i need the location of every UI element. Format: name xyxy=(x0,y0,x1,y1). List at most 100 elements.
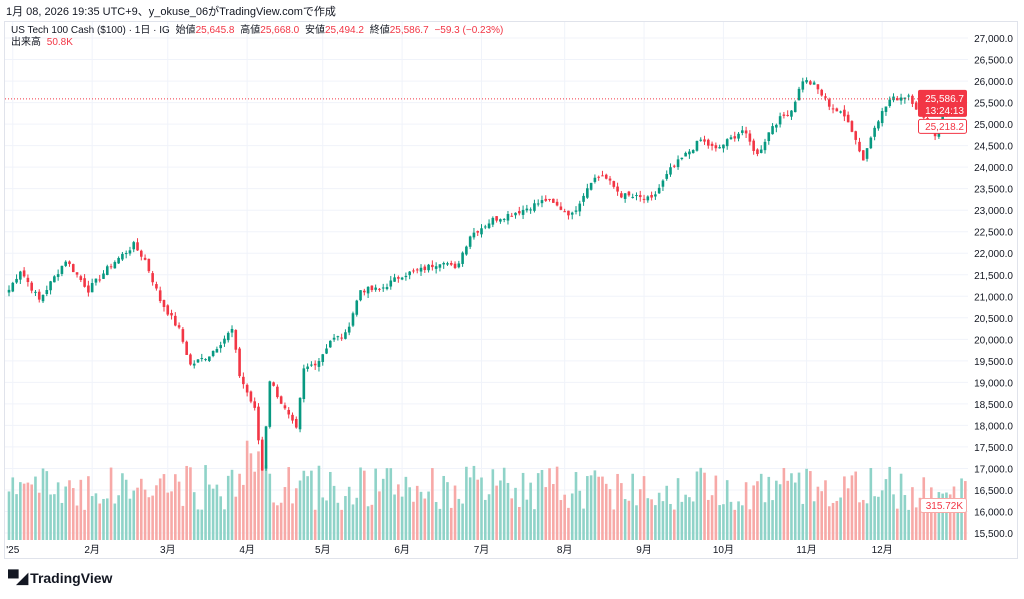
candle-body xyxy=(801,81,805,90)
candle-body xyxy=(366,286,370,294)
volume-bar xyxy=(544,487,548,540)
symbol-label: US Tech 100 Cash ($100) · 1日 · IG xyxy=(11,25,170,36)
volume-bar xyxy=(105,498,109,540)
candle-body xyxy=(748,133,752,142)
volume-bar xyxy=(767,476,771,540)
candle-body xyxy=(321,354,325,362)
volume-bar xyxy=(604,483,608,540)
volume-bar xyxy=(200,509,204,540)
volume-bar xyxy=(733,509,737,540)
volume-bar xyxy=(911,487,914,540)
candle-body xyxy=(914,102,918,110)
y-tick-label: 16,000.0 xyxy=(974,507,1013,518)
volume-bar xyxy=(892,494,895,540)
x-tick-label: 2月 xyxy=(84,544,100,556)
y-tick-label: 22,000.0 xyxy=(974,249,1013,260)
candle-body xyxy=(415,269,419,271)
candle-body xyxy=(544,198,548,201)
candle-body xyxy=(873,127,876,137)
candle-body xyxy=(329,340,332,348)
volume-bar xyxy=(650,499,653,540)
candle-body xyxy=(397,277,400,279)
volume-bar xyxy=(147,497,151,540)
volume-bar xyxy=(306,476,309,540)
last-price-value: 25,586.7 xyxy=(925,94,964,105)
volume-bar xyxy=(812,501,816,540)
volume-bar xyxy=(174,474,177,540)
y-tick-label: 24,000.0 xyxy=(974,163,1013,174)
volume-bar xyxy=(729,501,733,540)
volume-bar xyxy=(98,503,102,540)
change-value: −59.3 (−0.23%) xyxy=(434,25,504,36)
volume-bar xyxy=(298,480,302,540)
volume-bar xyxy=(434,502,438,540)
volume-bar xyxy=(790,473,793,540)
volume-bar xyxy=(340,509,343,540)
volume-bar xyxy=(287,467,291,540)
candle-body xyxy=(718,147,721,149)
volume-bar xyxy=(158,478,162,540)
volume-bar xyxy=(850,475,854,540)
volume-bar xyxy=(245,440,249,540)
high-value: 25,668.0 xyxy=(260,25,300,36)
candle-body xyxy=(105,266,109,275)
volume-bar xyxy=(136,487,139,540)
volume-bar xyxy=(861,499,865,540)
volume-bar xyxy=(223,509,226,540)
candle-body xyxy=(661,180,665,187)
candle-body xyxy=(495,216,498,221)
volume-bar xyxy=(113,503,117,540)
candle-body xyxy=(449,263,453,265)
candle-body xyxy=(363,290,366,293)
volume-bar xyxy=(310,470,313,540)
candle-body xyxy=(340,337,343,339)
low-label: 安値 xyxy=(305,25,325,36)
chart-frame[interactable] xyxy=(4,21,1018,559)
volume-bar xyxy=(260,449,264,540)
candle-body xyxy=(646,196,650,201)
candle-body xyxy=(151,273,154,283)
volume-bar xyxy=(688,497,691,540)
volume-bar xyxy=(880,490,884,540)
candle-body xyxy=(68,261,71,265)
candle-body xyxy=(155,284,158,289)
candle-body xyxy=(759,149,763,153)
candle-body xyxy=(608,178,612,181)
tradingview-logo[interactable]: ▀◢ TradingView xyxy=(8,569,112,587)
volume-bar xyxy=(680,501,684,540)
y-tick-label: 17,000.0 xyxy=(974,464,1013,475)
y-tick-label: 20,000.0 xyxy=(974,335,1013,346)
volume-bar xyxy=(877,496,880,540)
candle-body xyxy=(7,289,11,293)
candle-body xyxy=(820,89,823,96)
x-tick-label: 5月 xyxy=(315,544,331,556)
volume-bar xyxy=(854,471,858,540)
volume-bar xyxy=(378,491,381,540)
candle-body xyxy=(94,278,98,283)
volume-bar xyxy=(170,491,173,540)
candle-body xyxy=(627,191,631,196)
y-tick-label: 15,500.0 xyxy=(974,529,1013,540)
last-price-tag xyxy=(918,89,967,117)
candle-body xyxy=(480,228,483,235)
candle-body xyxy=(196,359,200,363)
candle-body xyxy=(442,263,445,265)
candle-body xyxy=(725,139,729,147)
volume-bar xyxy=(219,496,222,540)
volume-bar xyxy=(684,494,687,540)
candle-body xyxy=(60,265,64,274)
volume-bar xyxy=(109,467,113,540)
volume-bar xyxy=(888,466,892,540)
volume-bar xyxy=(196,509,200,540)
volume-bar xyxy=(956,502,960,540)
volume-bar xyxy=(385,468,389,540)
y-tick-label: 27,000.0 xyxy=(974,34,1013,45)
candle-body xyxy=(899,97,903,101)
y-tick-label: 25,500.0 xyxy=(974,99,1013,110)
candle-body xyxy=(877,121,880,129)
volume-bar xyxy=(933,504,937,540)
candle-body xyxy=(75,272,79,275)
volume-bar xyxy=(446,482,449,540)
volume-bar xyxy=(775,480,778,540)
